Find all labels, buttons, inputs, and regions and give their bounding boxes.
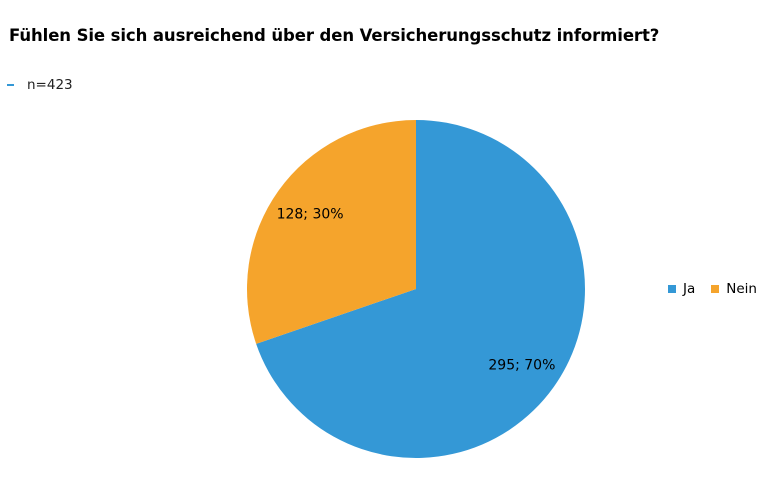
- subtitle-row: n=423: [7, 76, 73, 94]
- legend-label-ja: Ja: [683, 281, 696, 297]
- legend-item-ja[interactable]: Ja: [668, 281, 695, 297]
- data-label-ja: 295; 70%: [488, 358, 555, 374]
- subtitle-dash-icon: [7, 84, 14, 86]
- legend-swatch-ja: [668, 285, 676, 293]
- sample-size-label: n=423: [27, 77, 73, 93]
- pie-slice-ja[interactable]: [256, 120, 585, 459]
- legend-item-nein[interactable]: Nein: [711, 281, 757, 297]
- legend-label-nein: Nein: [726, 281, 757, 297]
- legend: Ja Nein: [668, 281, 757, 297]
- legend-swatch-nein: [711, 285, 720, 293]
- pie-slice-nein[interactable]: [247, 120, 416, 344]
- data-label-nein: 128; 30%: [277, 206, 344, 222]
- chart-title: Fühlen Sie sich ausreichend über den Ver…: [9, 26, 660, 45]
